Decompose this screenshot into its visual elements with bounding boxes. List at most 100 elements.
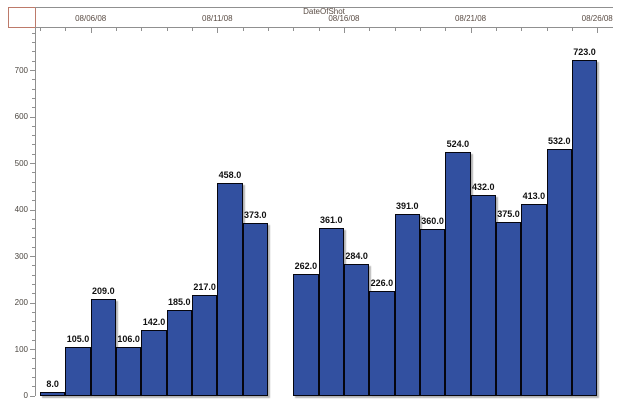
- y-tick-label: 500: [14, 158, 28, 168]
- x-tick: [191, 28, 193, 31]
- bar-value-label: 360.0: [421, 215, 444, 226]
- x-tick-label: 08/06/08: [75, 14, 107, 23]
- y-minor-tick: [32, 293, 35, 295]
- bar: [191, 295, 218, 396]
- x-tick: [445, 28, 447, 31]
- bar: [495, 221, 522, 396]
- y-tick: [30, 349, 35, 350]
- y-tick-label: 100: [14, 344, 28, 354]
- x-tick: [343, 28, 345, 33]
- bar: [546, 148, 572, 396]
- bar: [521, 203, 547, 396]
- y-minor-tick: [32, 283, 35, 285]
- y-tick: [30, 302, 35, 304]
- axis-corner-box: [8, 7, 36, 28]
- x-tick: [597, 28, 599, 33]
- bar-value-label: 532.0: [547, 135, 571, 146]
- bar-value-label: 373.0: [244, 209, 267, 220]
- x-tick-label: 08/11/08: [202, 14, 233, 23]
- y-minor-tick: [32, 42, 35, 44]
- bar: [318, 228, 344, 396]
- x-tick: [470, 28, 472, 33]
- bar: [293, 274, 319, 396]
- bar-value-label: 458.0: [218, 170, 242, 181]
- y-tick-label: 700: [14, 65, 28, 75]
- y-minor-tick: [32, 181, 35, 183]
- y-minor-tick: [32, 88, 35, 90]
- y-tick: [30, 70, 35, 71]
- y-minor-tick: [32, 274, 35, 276]
- y-tick: [30, 256, 35, 257]
- bar-value-label: 262.0: [294, 261, 318, 272]
- y-minor-tick: [32, 144, 35, 146]
- bar-value-label: 185.0: [168, 296, 191, 307]
- y-minor-tick: [32, 237, 35, 239]
- bar-value-label: 284.0: [345, 250, 368, 261]
- y-minor-tick: [32, 330, 35, 332]
- bar: [343, 263, 370, 396]
- y-minor-tick: [32, 60, 35, 62]
- x-tick: [166, 28, 168, 31]
- x-tick: [546, 28, 548, 31]
- y-minor-tick: [32, 51, 35, 53]
- y-tick-label: 200: [14, 298, 28, 307]
- bar: [65, 347, 91, 396]
- y-minor-tick: [32, 79, 35, 81]
- x-tick: [115, 28, 117, 31]
- x-tick: [293, 28, 295, 31]
- y-minor-tick: [32, 97, 35, 99]
- bar-value-label: 413.0: [522, 190, 546, 201]
- y-minor-tick: [32, 190, 35, 192]
- x-tick: [495, 28, 497, 31]
- x-tick: [90, 28, 92, 33]
- bar-value-label: 375.0: [497, 208, 520, 219]
- x-tick-label: 08/26/08: [581, 14, 613, 23]
- bar: [242, 222, 268, 396]
- y-minor-tick: [32, 358, 35, 360]
- bar-value-label: 361.0: [319, 215, 343, 226]
- y-minor-tick: [32, 125, 35, 127]
- bar-value-label: 105.0: [66, 334, 90, 345]
- bar-value-label: 432.0: [471, 182, 495, 193]
- y-minor-tick: [32, 367, 35, 369]
- y-minor-tick: [32, 135, 35, 137]
- x-tick: [141, 28, 143, 31]
- y-tick-label: 0: [23, 391, 28, 400]
- x-tick: [267, 28, 269, 31]
- x-tick: [65, 28, 67, 31]
- y-axis-line: [35, 27, 36, 396]
- bar-value-label: 142.0: [142, 316, 166, 327]
- bar-value-label: 106.0: [117, 333, 140, 344]
- bar: [369, 290, 395, 396]
- y-minor-tick: [32, 339, 35, 341]
- y-minor-tick: [32, 107, 35, 109]
- bar: [166, 309, 192, 396]
- bar: [40, 392, 66, 396]
- bar: [470, 195, 496, 396]
- bar: [217, 183, 243, 396]
- x-tick: [369, 28, 371, 31]
- bar: [394, 214, 420, 396]
- x-axis-title: DateOfShot: [303, 7, 345, 16]
- x-tick: [242, 28, 244, 31]
- bar: [571, 59, 598, 396]
- bar-value-label: 524.0: [446, 139, 470, 150]
- bar-value-label: 723.0: [573, 46, 596, 57]
- bar-value-label: 8.0: [46, 379, 59, 390]
- bar-value-label: 226.0: [370, 277, 394, 288]
- bar: [419, 228, 446, 396]
- y-minor-tick: [32, 376, 35, 378]
- bar: [445, 152, 471, 396]
- x-tick: [571, 28, 573, 31]
- bar-value-label: 391.0: [395, 201, 419, 212]
- x-tick: [40, 28, 41, 31]
- y-minor-tick: [32, 321, 35, 323]
- y-tick: [30, 209, 35, 211]
- bar: [90, 298, 116, 396]
- y-minor-tick: [32, 246, 35, 248]
- x-tick-label: 08/21/08: [454, 14, 487, 23]
- bar-value-label: 217.0: [193, 282, 216, 293]
- x-tick: [217, 28, 219, 33]
- y-tick: [30, 163, 35, 164]
